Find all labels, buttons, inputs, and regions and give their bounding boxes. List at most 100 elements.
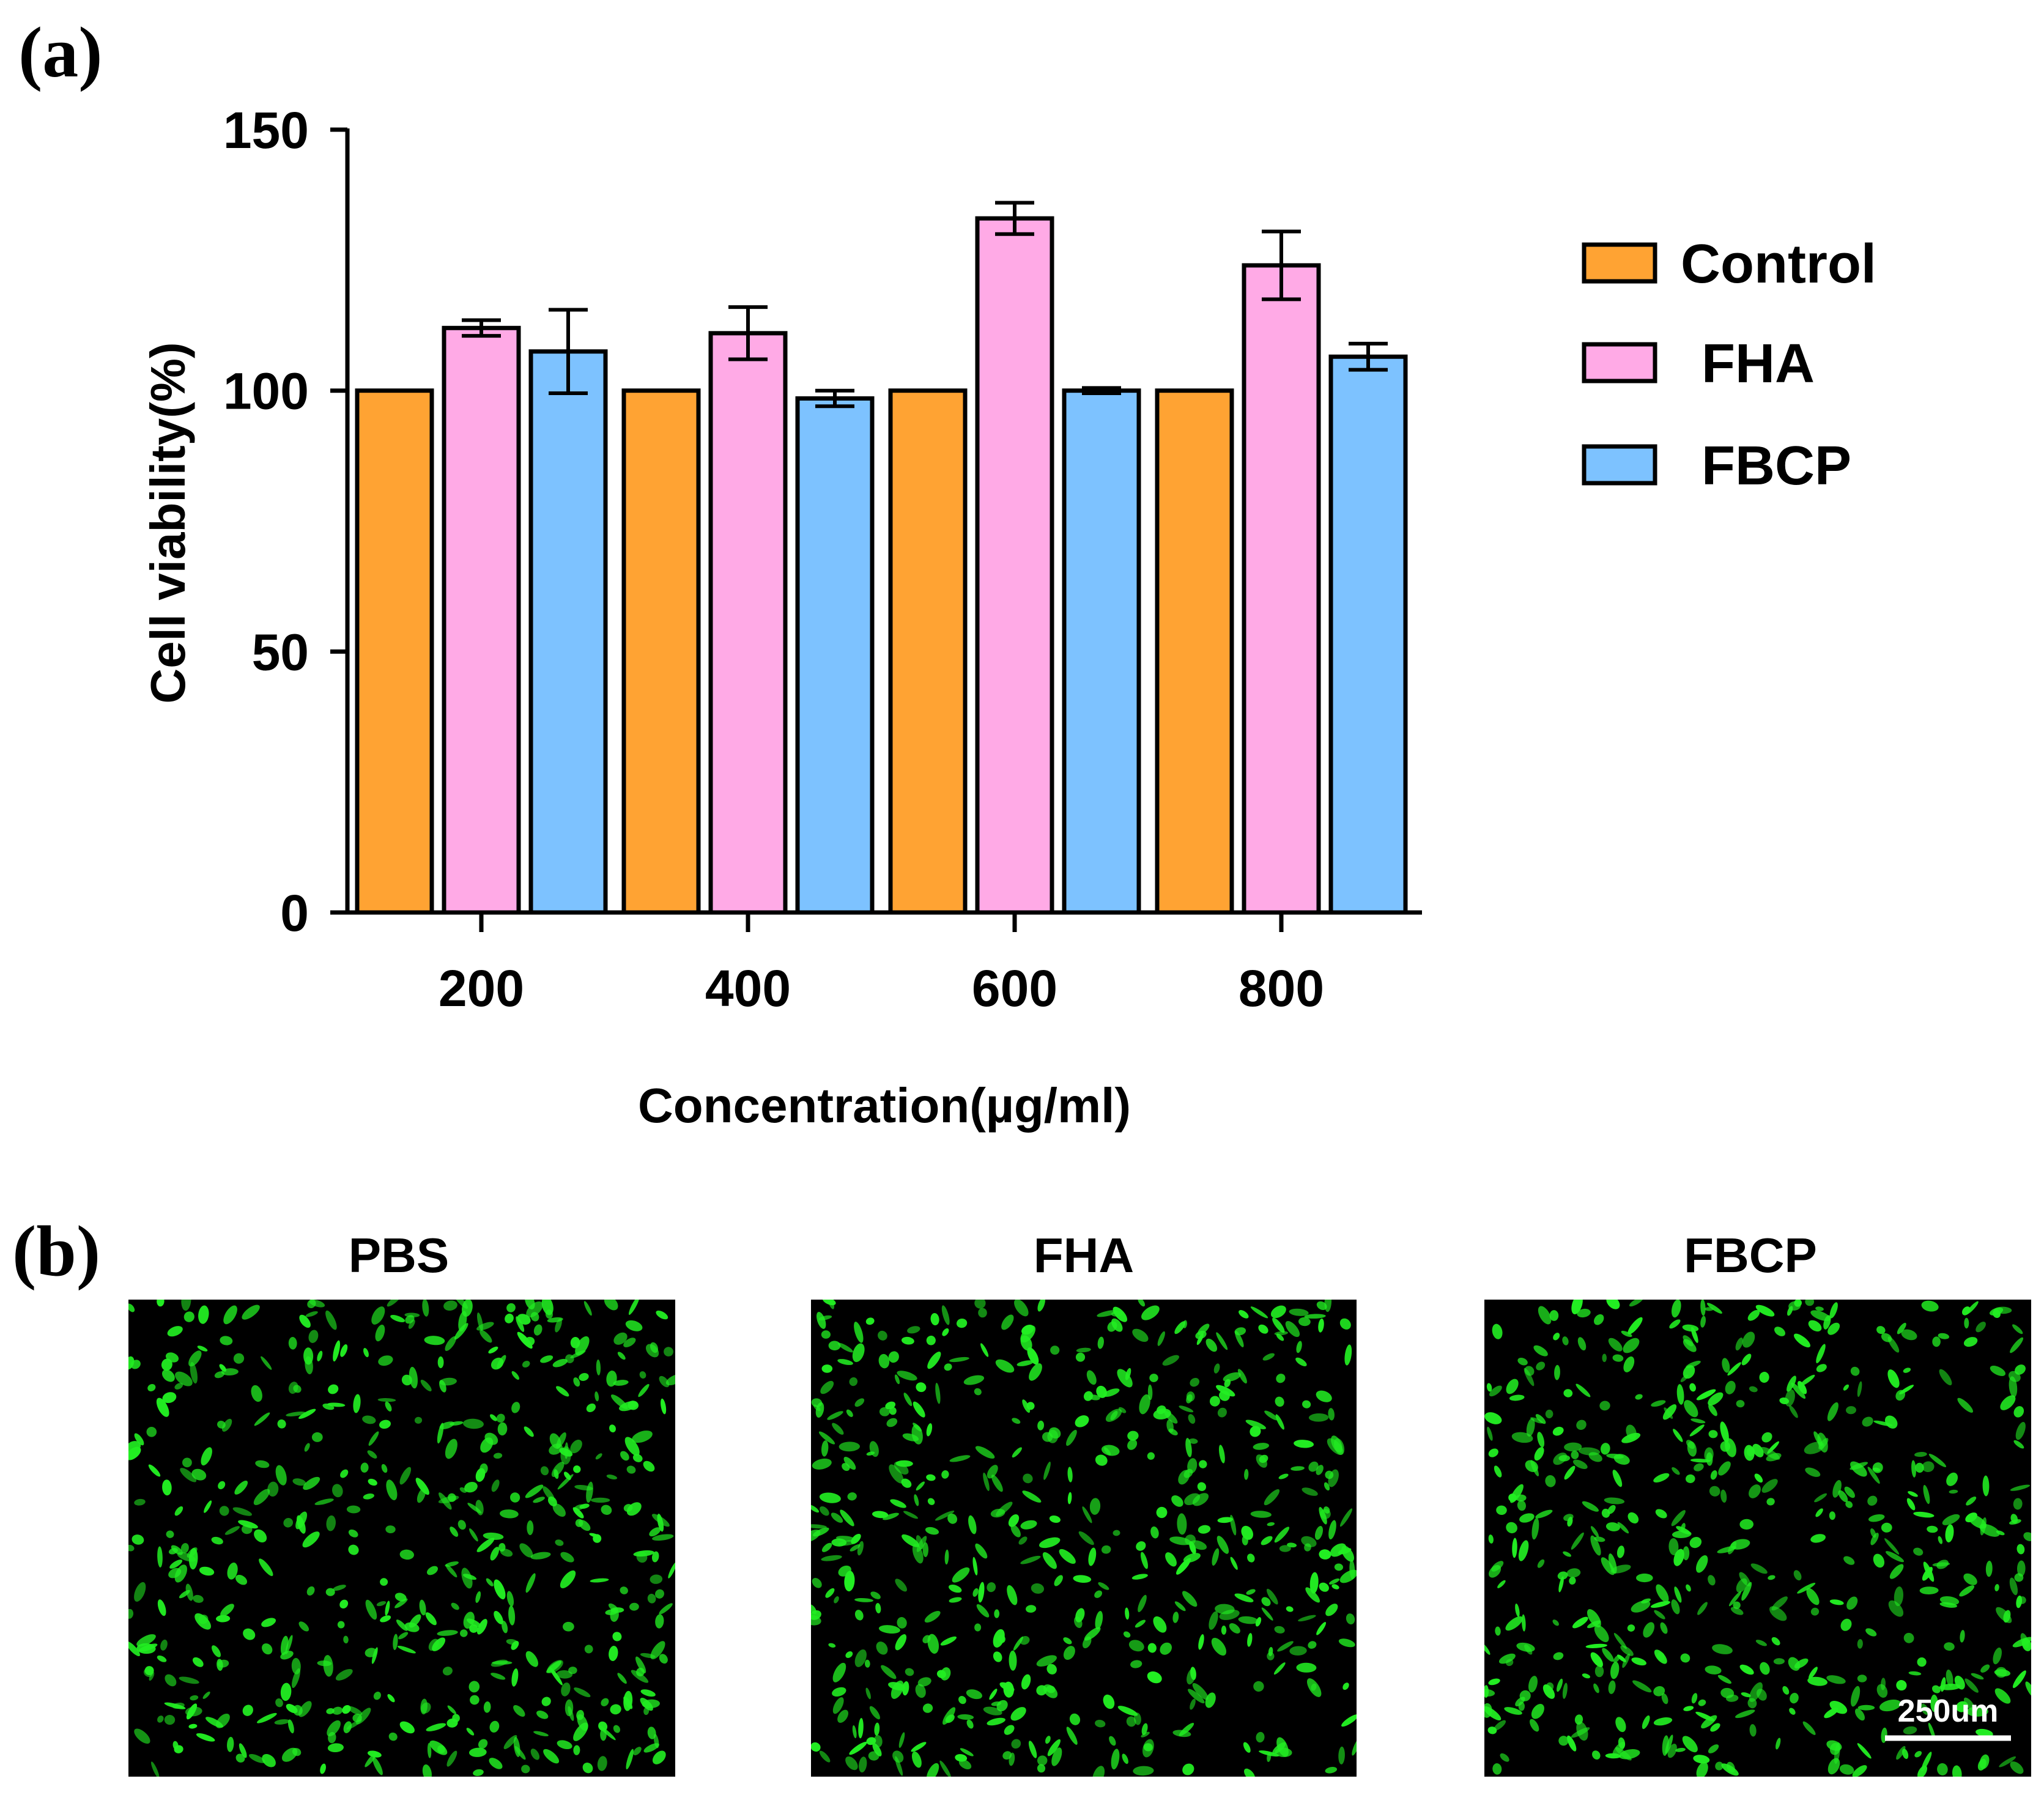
- cell: [1681, 1523, 1686, 1531]
- cell: [1626, 1424, 1637, 1440]
- cell: [819, 1750, 831, 1763]
- cell: [1857, 1639, 1863, 1649]
- cell: [994, 1609, 1000, 1618]
- cell: [1752, 1443, 1764, 1457]
- cell: [1876, 1326, 1886, 1334]
- cell: [1600, 1443, 1610, 1455]
- cell: [1700, 1316, 1706, 1328]
- cell: [1894, 1586, 1904, 1607]
- cell: [1881, 1522, 1892, 1533]
- cell: [980, 1343, 989, 1357]
- cell: [1020, 1555, 1041, 1564]
- cell: [476, 1312, 483, 1331]
- cell: [972, 1588, 979, 1597]
- cell: [1069, 1713, 1081, 1725]
- cell: [1289, 1308, 1309, 1316]
- cell: [898, 1732, 905, 1749]
- cell: [340, 1344, 348, 1357]
- cell: [1963, 1337, 1978, 1347]
- cell: [1651, 1400, 1666, 1407]
- cell: [1275, 1396, 1284, 1407]
- cell: [866, 1737, 876, 1745]
- cell: [958, 1759, 972, 1769]
- cell: [1788, 1301, 1801, 1311]
- cell: [1492, 1323, 1503, 1339]
- cell: [1980, 1664, 1990, 1673]
- cell: [1585, 1643, 1608, 1649]
- cell: [991, 1475, 1003, 1492]
- cell: [619, 1401, 638, 1412]
- cell: [1629, 1300, 1643, 1307]
- cell: [473, 1769, 484, 1776]
- cell: [1816, 1364, 1827, 1372]
- cell: [1966, 1706, 1988, 1717]
- cell: [1186, 1394, 1193, 1404]
- cell: [1805, 1467, 1821, 1477]
- cell: [541, 1300, 554, 1316]
- cell: [1262, 1353, 1275, 1361]
- cell: [1808, 1320, 1822, 1332]
- cell: [1696, 1762, 1708, 1777]
- cell: [1867, 1467, 1880, 1484]
- cell: [363, 1493, 374, 1500]
- cell: [917, 1677, 931, 1687]
- cell: [1105, 1408, 1122, 1422]
- cell: [1616, 1545, 1625, 1558]
- cell: [1267, 1522, 1275, 1527]
- cell: [1785, 1389, 1795, 1407]
- cell: [1952, 1765, 1962, 1777]
- cell: [1706, 1452, 1713, 1466]
- cell: [1183, 1468, 1193, 1478]
- cell: [1562, 1682, 1568, 1699]
- cell: [1504, 1707, 1522, 1715]
- cell: [1620, 1645, 1634, 1656]
- bar-control-200: [355, 388, 434, 915]
- cell: [280, 1682, 292, 1701]
- cell: [1174, 1321, 1186, 1334]
- cell: [1938, 1333, 1949, 1339]
- cell: [549, 1667, 563, 1686]
- cell: [854, 1649, 867, 1667]
- cell: [597, 1756, 607, 1771]
- cell: [1103, 1388, 1120, 1397]
- cell: [486, 1578, 494, 1586]
- cell: [843, 1457, 856, 1470]
- cell: [1328, 1408, 1335, 1421]
- cell: [164, 1714, 176, 1725]
- cell: [1272, 1317, 1285, 1333]
- cell: [1911, 1460, 1916, 1478]
- cell: [188, 1723, 198, 1729]
- cell: [496, 1413, 505, 1423]
- cell: [1008, 1514, 1020, 1527]
- cell: [820, 1380, 834, 1394]
- cell: [422, 1300, 429, 1317]
- cell: [901, 1336, 914, 1345]
- cell: [819, 1492, 841, 1503]
- cell: [1267, 1752, 1272, 1762]
- cell: [147, 1384, 156, 1391]
- bar-fha-200: [442, 325, 521, 915]
- cell: [897, 1617, 907, 1629]
- cell: [1276, 1333, 1284, 1341]
- cell: [242, 1305, 260, 1320]
- cell: [1704, 1307, 1714, 1311]
- cell: [332, 1585, 346, 1591]
- cell: [852, 1725, 857, 1739]
- cell: [494, 1579, 506, 1600]
- cell: [1009, 1650, 1017, 1671]
- cell: [303, 1476, 320, 1490]
- cell: [277, 1419, 286, 1429]
- cell: [870, 1591, 881, 1599]
- cell: [1558, 1736, 1569, 1746]
- cell: [524, 1426, 534, 1437]
- cell: [466, 1728, 475, 1736]
- cell: [368, 1478, 377, 1486]
- cell: [1654, 1610, 1665, 1619]
- cell: [1147, 1671, 1162, 1684]
- y-axis-title: Cell viability(%): [141, 342, 195, 703]
- cell: [1613, 1632, 1627, 1649]
- cell: [813, 1404, 821, 1412]
- cell: [1695, 1711, 1715, 1722]
- cell: [610, 1608, 619, 1622]
- cell: [238, 1520, 258, 1529]
